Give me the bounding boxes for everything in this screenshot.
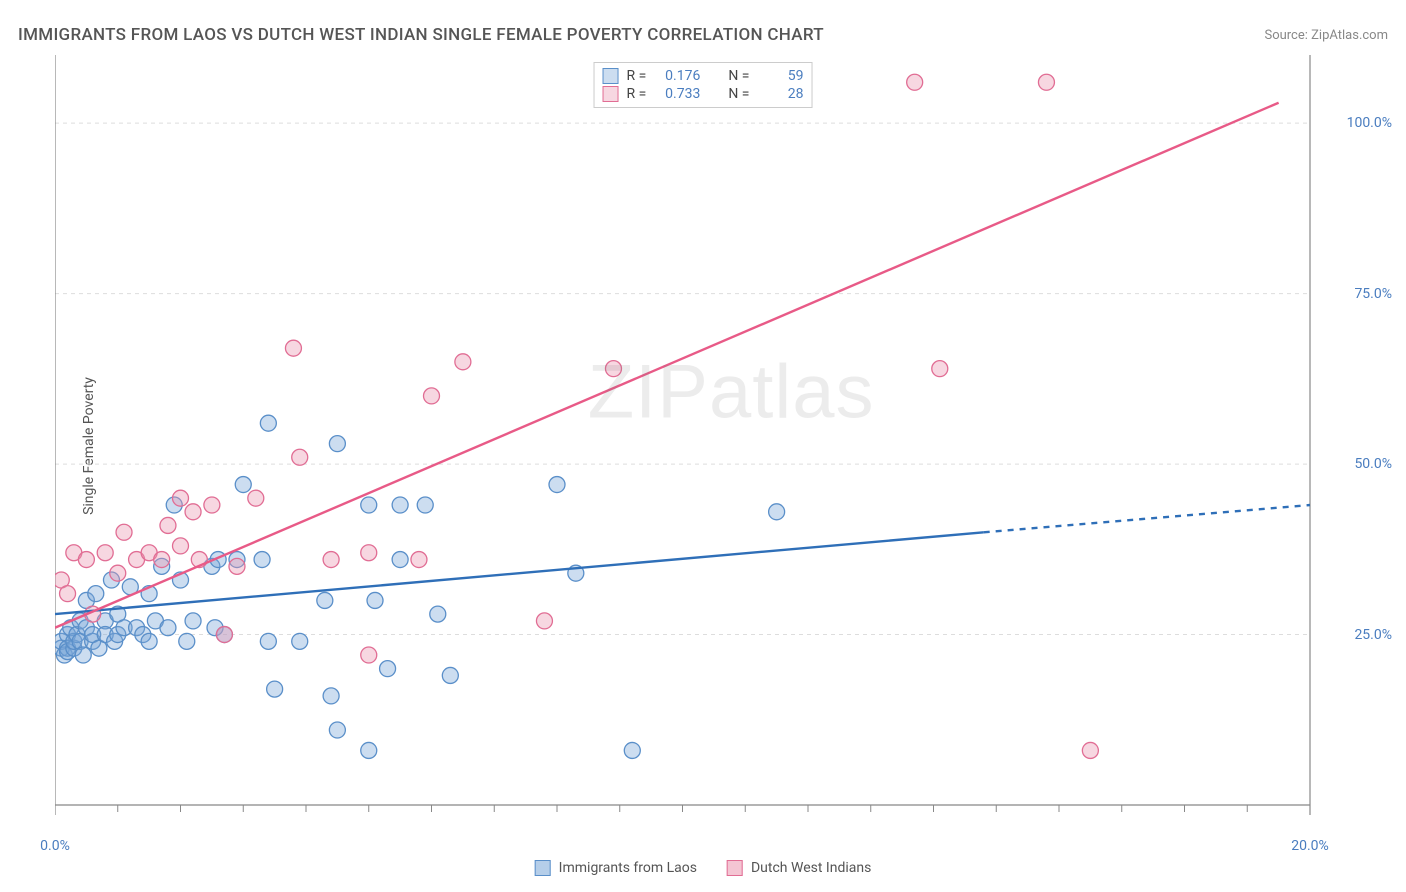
chart-container: IMMIGRANTS FROM LAOS VS DUTCH WEST INDIA… bbox=[0, 0, 1406, 892]
chart-svg bbox=[55, 55, 1335, 825]
ytick-label-1: 50.0% bbox=[1354, 456, 1392, 472]
title-bar: IMMIGRANTS FROM LAOS VS DUTCH WEST INDIA… bbox=[18, 25, 1388, 45]
legend-stats: R = 0.176 N = 59 R = 0.733 N = 28 bbox=[594, 62, 813, 108]
source-label: Source: ZipAtlas.com bbox=[1264, 28, 1388, 43]
chart-title: IMMIGRANTS FROM LAOS VS DUTCH WEST INDIA… bbox=[18, 25, 824, 45]
legend-n-value-1: 28 bbox=[757, 86, 803, 102]
legend-swatch-1 bbox=[603, 86, 619, 102]
legend-n-label: N = bbox=[728, 68, 749, 84]
legend-series-swatch-1 bbox=[727, 860, 743, 876]
legend-stats-row-0: R = 0.176 N = 59 bbox=[603, 67, 804, 85]
legend-series-label-1: Dutch West Indians bbox=[751, 860, 871, 876]
ytick-label-3: 100.0% bbox=[1347, 115, 1392, 131]
xtick-label-1: 20.0% bbox=[1291, 838, 1329, 854]
legend-series-swatch-0 bbox=[535, 860, 551, 876]
legend-series-item-0: Immigrants from Laos bbox=[535, 860, 697, 876]
legend-r-value-1: 0.733 bbox=[654, 86, 700, 102]
legend-series: Immigrants from Laos Dutch West Indians bbox=[535, 860, 872, 876]
legend-r-label: R = bbox=[627, 68, 647, 84]
ytick-label-0: 25.0% bbox=[1354, 627, 1392, 643]
legend-swatch-0 bbox=[603, 68, 619, 84]
ytick-label-2: 75.0% bbox=[1354, 286, 1392, 302]
legend-n-label: N = bbox=[728, 86, 749, 102]
plot-area bbox=[55, 55, 1335, 825]
xtick-label-0: 0.0% bbox=[40, 838, 70, 854]
legend-n-value-0: 59 bbox=[757, 68, 803, 84]
legend-series-item-1: Dutch West Indians bbox=[727, 860, 871, 876]
legend-r-value-0: 0.176 bbox=[654, 68, 700, 84]
legend-series-label-0: Immigrants from Laos bbox=[559, 860, 697, 876]
legend-r-label: R = bbox=[627, 86, 647, 102]
legend-stats-row-1: R = 0.733 N = 28 bbox=[603, 85, 804, 103]
